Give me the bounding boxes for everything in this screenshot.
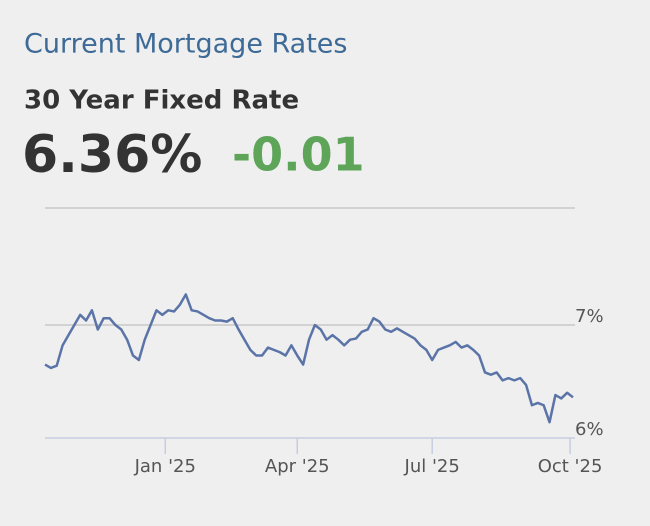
y-tick-label: 6% — [575, 419, 604, 440]
x-tick-label: Jan '25 — [134, 456, 196, 477]
x-tick-label: Jul '25 — [404, 456, 460, 477]
line-series — [44, 293, 574, 424]
change-value: -0.01 — [232, 128, 365, 182]
y-tick-label: 7% — [575, 306, 604, 327]
chart-subtitle: 30 Year Fixed Rate — [24, 86, 299, 116]
current-value: 6.36% — [22, 125, 202, 185]
x-tick-label: Oct '25 — [538, 456, 603, 477]
x-tick-label: Apr '25 — [265, 456, 330, 477]
chart-title: Current Mortgage Rates — [24, 29, 348, 60]
